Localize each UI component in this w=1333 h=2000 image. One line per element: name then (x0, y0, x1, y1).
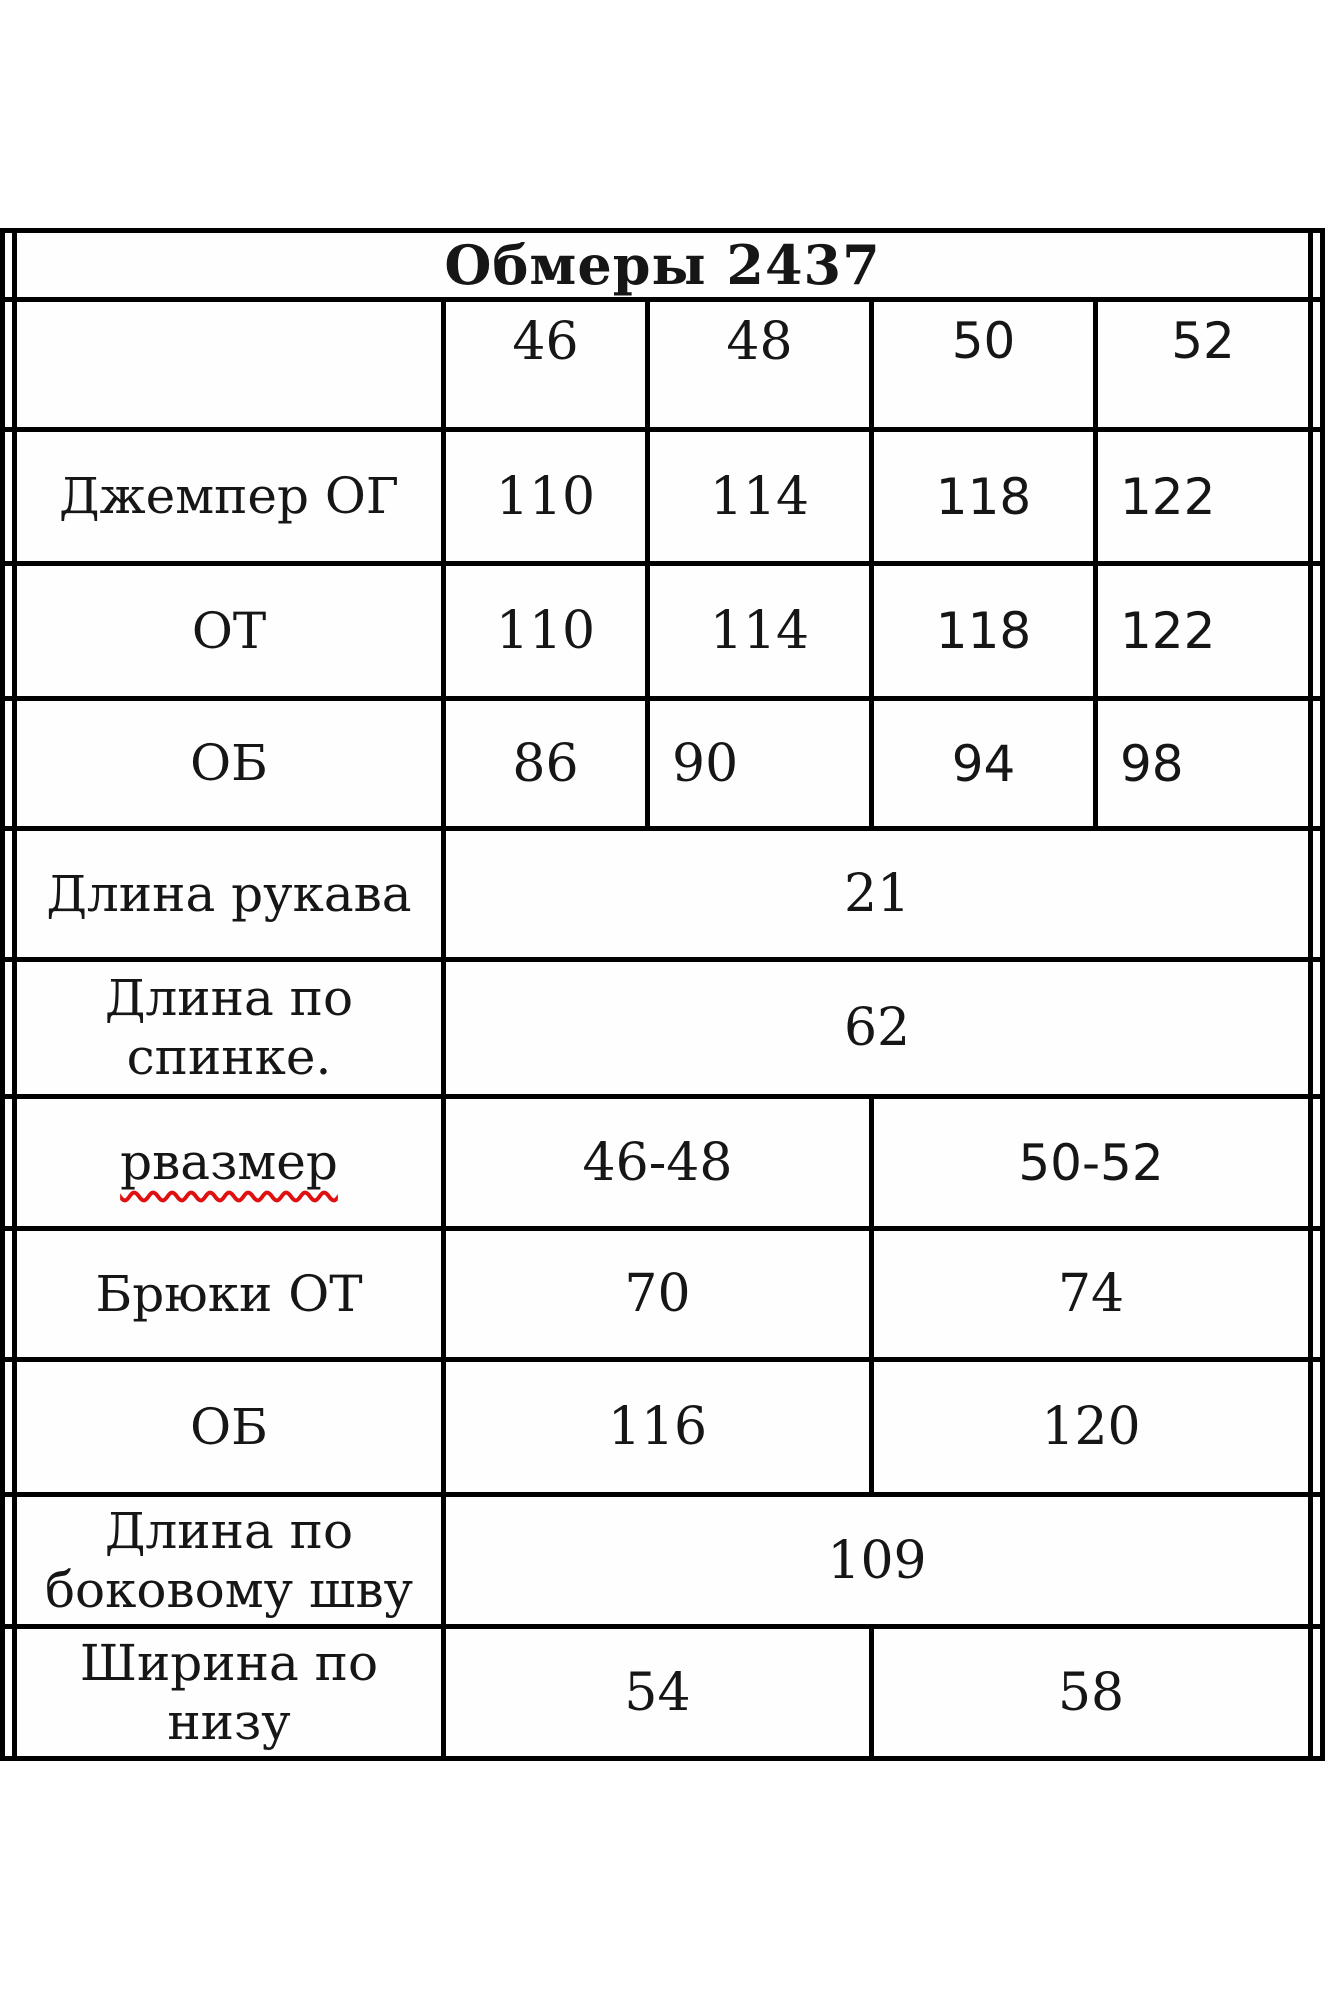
cell-value: 118 (869, 427, 1098, 566)
cell-value-merged: 21 (440, 826, 1314, 962)
cropped-left-cell (0, 1492, 17, 1629)
table-row: Брюки ОТ 70 74 (0, 1226, 1326, 1362)
cell-value-merged: 58 (868, 1624, 1314, 1761)
cropped-left-cell (0, 826, 17, 962)
cell-value: 114 (645, 427, 874, 566)
misspelled-word: рвазмер (120, 1133, 338, 1191)
cell-value: 98 (1092, 696, 1314, 831)
cropped-right-cell (1308, 228, 1326, 302)
row-label-misspelled: рвазмер (12, 1094, 446, 1231)
table-row-title: Обмеры 2437 (0, 228, 1326, 302)
cropped-right-cell (1308, 1492, 1326, 1629)
cropped-left-cell (0, 1094, 17, 1231)
size-header-52: 52 (1092, 297, 1314, 432)
row-label: Ширина по низу (12, 1624, 446, 1761)
size-header-50: 50 (869, 297, 1098, 432)
cell-value: 114 (645, 561, 874, 701)
table-row: рвазмер 46-48 50-52 (0, 1094, 1326, 1231)
measurements-table: Обмеры 2437 46 48 50 52 Джемпер ОГ 110 1… (0, 228, 1326, 1761)
cropped-left-cell (0, 228, 17, 302)
cropped-left-cell (0, 696, 17, 831)
table-row-sizes: 46 48 50 52 (0, 297, 1326, 432)
cell-value: 94 (869, 696, 1098, 831)
cropped-right-cell (1308, 826, 1326, 962)
cell-value: 110 (441, 561, 650, 701)
cropped-right-cell (1308, 427, 1326, 566)
cell-value: 90 (645, 696, 874, 831)
table-row: ОТ 110 114 118 122 (0, 561, 1326, 701)
size-header-empty-cell (12, 297, 446, 432)
cell-value: 86 (441, 696, 650, 831)
table-row: Длина рукава 21 (0, 826, 1326, 962)
cell-value: 122 (1092, 427, 1314, 566)
cell-value-merged: 62 (440, 957, 1314, 1099)
table-row: ОБ 86 90 94 98 (0, 696, 1326, 831)
cell-value: 122 (1092, 561, 1314, 701)
table-row: Длина по спинке. 62 (0, 957, 1326, 1099)
row-label: Длина рукава (12, 826, 446, 962)
cell-value-merged: 70 (441, 1226, 874, 1362)
cell-value-merged: 74 (868, 1226, 1314, 1362)
cell-value-merged: 120 (868, 1357, 1314, 1497)
cropped-right-cell (1308, 1226, 1326, 1362)
cropped-right-cell (1308, 957, 1326, 1099)
cropped-left-cell (0, 1624, 17, 1761)
row-label: ОБ (12, 1357, 446, 1497)
cropped-left-cell (0, 427, 17, 566)
row-label: Длина по спинке. (12, 957, 446, 1099)
cropped-left-cell (0, 561, 17, 701)
cell-value-merged: 109 (440, 1492, 1314, 1629)
row-label: Брюки ОТ (12, 1226, 446, 1362)
table-row: Ширина по низу 54 58 (0, 1624, 1326, 1761)
size-header-46: 46 (441, 297, 650, 432)
cropped-right-cell (1308, 696, 1326, 831)
row-label: ОТ (12, 561, 446, 701)
cropped-left-cell (0, 297, 17, 432)
cropped-right-cell (1308, 1624, 1326, 1761)
table-row: ОБ 116 120 (0, 1357, 1326, 1497)
table-row: Джемпер ОГ 110 114 118 122 (0, 427, 1326, 566)
row-label: ОБ (12, 696, 446, 831)
table-row: Длина по боковому шву 109 (0, 1492, 1326, 1629)
cropped-left-cell (0, 1357, 17, 1497)
cell-value: 118 (869, 561, 1098, 701)
cropped-right-cell (1308, 1357, 1326, 1497)
cell-value: 110 (441, 427, 650, 566)
cell-value-merged: 116 (441, 1357, 874, 1497)
cropped-left-cell (0, 957, 17, 1099)
cropped-right-cell (1308, 1094, 1326, 1231)
cell-value-merged: 46-48 (441, 1094, 874, 1231)
table-title: Обмеры 2437 (11, 228, 1314, 302)
row-label: Джемпер ОГ (12, 427, 446, 566)
cell-value-merged: 50-52 (868, 1094, 1314, 1231)
row-label: Длина по боковому шву (12, 1492, 446, 1629)
cell-value-merged: 54 (441, 1624, 874, 1761)
cropped-right-cell (1308, 297, 1326, 432)
cropped-right-cell (1308, 561, 1326, 701)
size-header-48: 48 (645, 297, 874, 432)
cropped-left-cell (0, 1226, 17, 1362)
